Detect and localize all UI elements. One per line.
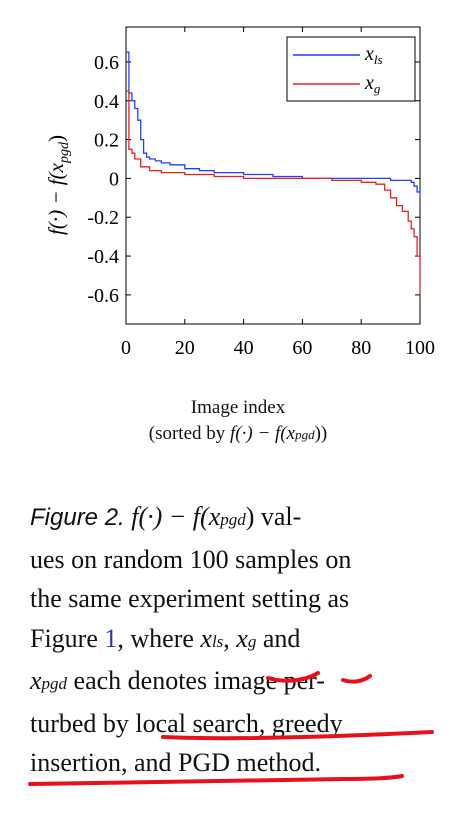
y-tick-label: 0.6 (94, 52, 119, 74)
caption-line-4: Figure 1, where xls, xg and (30, 623, 301, 653)
y-axis-label: f(·) − f(xpgd) (44, 135, 72, 235)
caption-line-3: the same experiment setting as (30, 584, 350, 613)
caption-line-1: Figure 2. f(·) − f(xpgd) val- (30, 502, 302, 531)
series-line-xls (126, 51, 421, 198)
legend-label-xls: xls (364, 43, 383, 67)
line-chart: 0 20 40 60 80 100 0.6 0.4 0.2 0 -0.2 -0.4 -0.6 f(·) … (44, 26, 435, 359)
x-axis-note: (sorted by f(·) − f(xpgd)) (148, 423, 328, 444)
x-axis-title: Image index (190, 397, 286, 418)
legend-label-xg: xg (364, 72, 381, 96)
figure-reference-link[interactable]: 1 (104, 623, 118, 653)
y-tick-label: 0 (109, 168, 119, 190)
x-tick-label: 0 (121, 337, 131, 359)
figure-label: Figure 2. (30, 504, 125, 531)
legend: xls xg (286, 36, 416, 102)
x-tick-label: 100 (405, 337, 435, 359)
plot-lines (126, 51, 421, 295)
caption-line-6: turbed by local search, greedy (30, 708, 343, 738)
y-tick-label: 0.2 (94, 130, 119, 152)
legend-box (286, 36, 416, 102)
x-tick-label: 80 (351, 337, 371, 359)
series-line-xg (126, 90, 421, 295)
tick-labels: 0 20 40 60 80 100 0.6 0.4 0.2 0 -0.2 -0.4 -0.6 (87, 52, 435, 359)
plot-frame (125, 26, 421, 325)
caption-line-2: ues on random 100 samples on (30, 544, 352, 574)
figure-caption: Figure 2. f(·) − f(xpgd) val- ues on ran… (30, 497, 445, 783)
x-axis-label: Image index (sorted by f(·) − f(xpgd)) (0, 395, 476, 448)
x-tick-label: 20 (175, 337, 195, 359)
x-tick-label: 40 (234, 337, 254, 359)
caption-line-7: insertion, and PGD method. (30, 748, 322, 777)
y-tick-label: -0.2 (87, 207, 119, 229)
y-tick-label: -0.4 (87, 246, 119, 268)
y-tick-label: 0.4 (94, 91, 119, 113)
y-tick-label: -0.6 (87, 285, 119, 307)
x-tick-label: 60 (292, 337, 312, 359)
caption-line-5: xpgd each denotes image per- (30, 666, 325, 695)
